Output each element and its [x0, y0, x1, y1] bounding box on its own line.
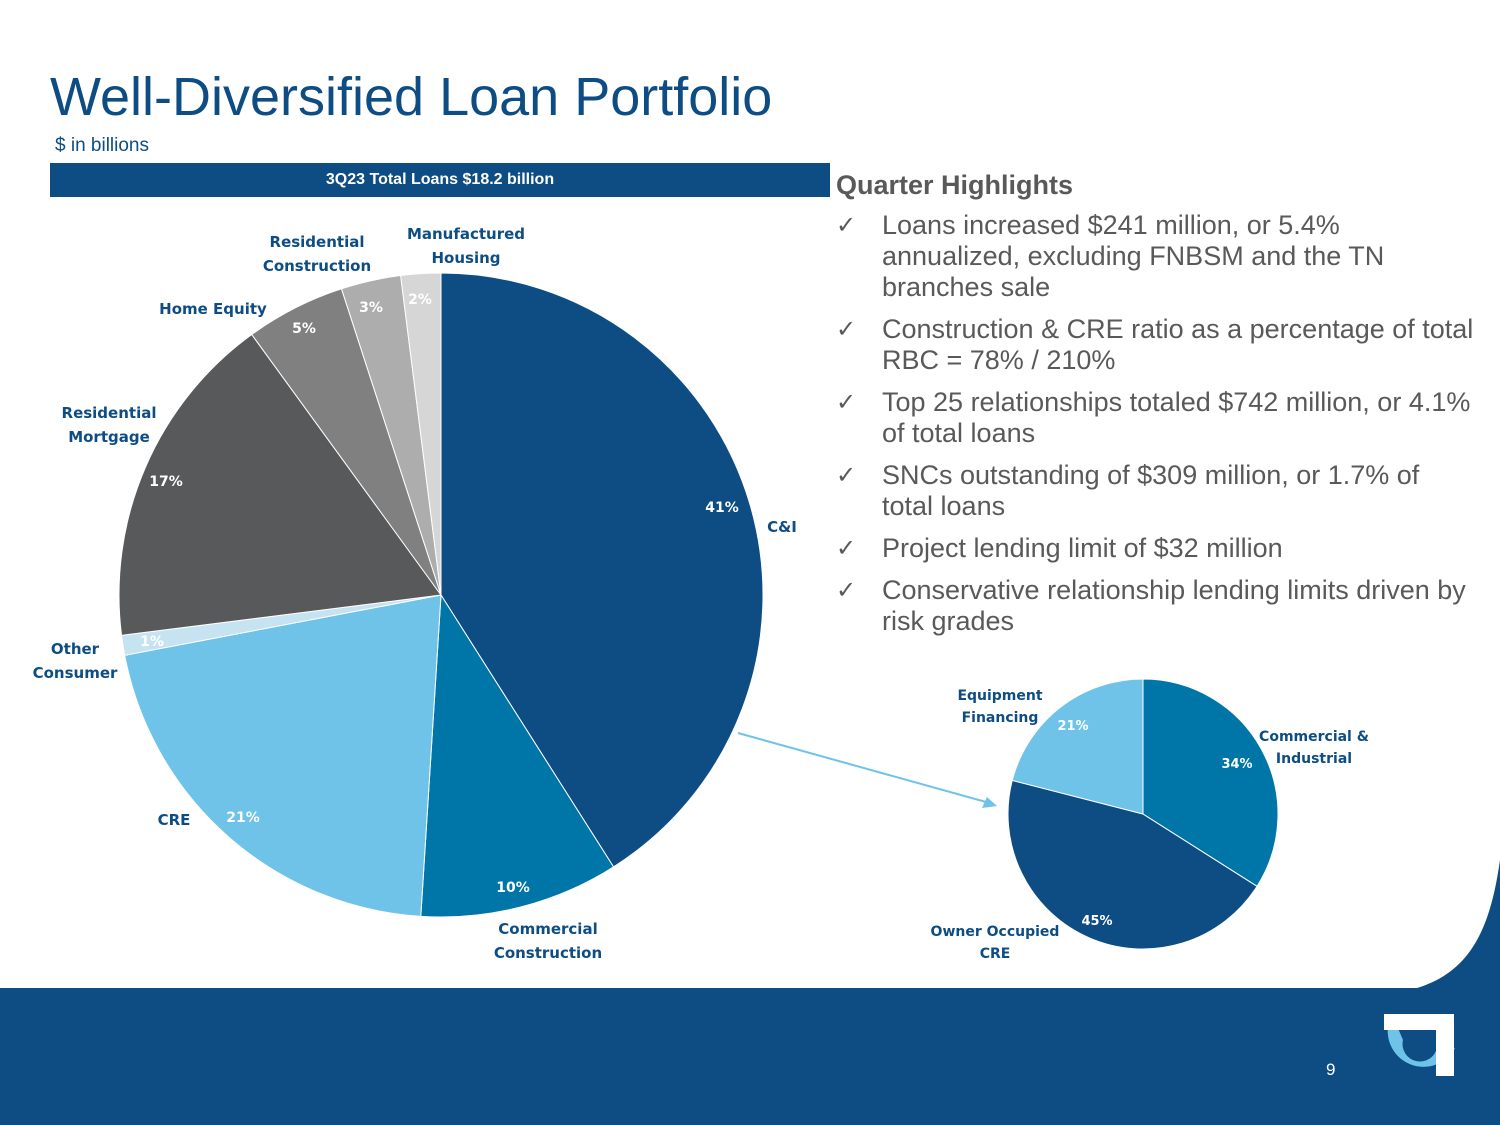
main-pie-pct-residential-mortgage: 17%: [149, 474, 183, 490]
main-pie-pct-other-consumer: 1%: [140, 634, 164, 650]
ci-breakdown-pie: [1007, 678, 1279, 950]
sub-pie-label-equipment-financing: Equipment Financing: [957, 688, 1042, 726]
sub-pie-pct-equipment-financing: 21%: [1057, 719, 1088, 734]
main-pie-label-c-i: C&I: [767, 518, 797, 536]
sub-pie-slice-equipment-financing: [1011, 678, 1144, 815]
sub-pie-pct-owner-occupied-cre: 45%: [1081, 914, 1112, 929]
page-number: 9: [1326, 1060, 1336, 1079]
highlight-text: Construction & CRE ratio as a percentage…: [882, 314, 1474, 375]
connector-arrow-line: [737, 732, 987, 803]
main-pie-pct-residential-construction: 3%: [359, 300, 383, 316]
check-icon: ✓: [836, 388, 857, 416]
main-pie-label-other-consumer: Other Consumer: [33, 640, 118, 682]
sub-pie-label-owner-occupied-cre: Owner Occupied CRE: [931, 924, 1060, 962]
corner-swoosh: [1410, 860, 1500, 990]
check-icon: ✓: [836, 534, 857, 562]
main-pie-pct-manufactured-housing: 2%: [408, 292, 432, 308]
sub-pie-label-commercial-industrial: Commercial & Industrial: [1259, 729, 1369, 767]
main-pie-pct-c-i: 41%: [705, 500, 739, 516]
main-pie-slice-commercial-construction: [420, 593, 615, 918]
footer-band: [0, 988, 1500, 1125]
ci-breakdown-pie-labels: 34% Commercial & Industrial 45% Owner Occupi…: [931, 688, 1369, 962]
highlight-text: SNCs outstanding of $309 million, or 1.7…: [882, 460, 1420, 521]
page-title: Well-Diversified Loan Portfolio: [50, 67, 773, 127]
highlight-text: Project lending limit of $32 million: [882, 533, 1283, 563]
highlight-text: Top 25 relationships totaled $742 millio…: [882, 387, 1471, 448]
highlights-title: Quarter Highlights: [836, 170, 1074, 200]
main-pie-label-residential-construction: Residential Construction: [263, 233, 371, 275]
total-loans-banner: 3Q23 Total Loans $18.2 billion: [50, 163, 830, 197]
loan-portfolio-pie: [118, 272, 764, 918]
main-pie-label-residential-mortgage: Residential Mortgage: [62, 404, 157, 446]
main-pie-label-home-equity: Home Equity: [159, 300, 267, 318]
loan-portfolio-pie-labels: 41% C&I 10% Commercial Construction 21% CRE 1% O…: [33, 225, 797, 962]
check-icon: ✓: [836, 461, 857, 489]
highlight-item: ✓ Construction & CRE ratio as a percentag…: [836, 314, 1476, 376]
check-icon: ✓: [836, 576, 857, 604]
main-pie-slice-residential-mortgage: [118, 333, 442, 636]
highlight-item: ✓ Top 25 relationships totaled $742 milli…: [836, 387, 1476, 449]
highlight-item: ✓ Loans increased $241 million, or 5.4% a…: [836, 210, 1476, 303]
sub-pie-slice-owner-occupied-cre: [1007, 779, 1258, 950]
main-pie-pct-commercial-construction: 10%: [496, 880, 530, 896]
main-pie-slice-cre: [124, 594, 442, 917]
main-pie-pct-home-equity: 5%: [292, 321, 316, 337]
check-icon: ✓: [836, 211, 857, 239]
sub-pie-slice-commercial-industrial: [1142, 678, 1279, 888]
sub-pie-pct-commercial-industrial: 34%: [1221, 757, 1252, 772]
connector-arrowhead: [982, 797, 997, 808]
main-pie-label-manufactured-housing: Manufactured Housing: [407, 225, 525, 267]
highlight-item: ✓ Conservative relationship lending limit…: [836, 575, 1476, 637]
highlight-text: Loans increased $241 million, or 5.4% an…: [882, 210, 1385, 302]
company-logo: [1384, 1014, 1455, 1076]
main-pie-label-commercial-construction: Commercial Construction: [494, 920, 602, 962]
highlight-item: ✓ SNCs outstanding of $309 million, or 1.…: [836, 460, 1476, 522]
highlight-item: ✓ Project lending limit of $32 million: [836, 533, 1476, 564]
check-icon: ✓: [836, 315, 857, 343]
highlights-list: ✓ Loans increased $241 million, or 5.4% a…: [836, 210, 1476, 648]
main-pie-slice-manufactured-housing: [400, 272, 442, 596]
main-pie-pct-cre: 21%: [226, 810, 260, 826]
main-pie-label-cre: CRE: [158, 811, 191, 829]
highlight-text: Conservative relationship lending limits…: [882, 575, 1466, 636]
main-pie-slice-c-i: [440, 272, 764, 868]
units-subtitle: $ in billions: [55, 135, 149, 156]
